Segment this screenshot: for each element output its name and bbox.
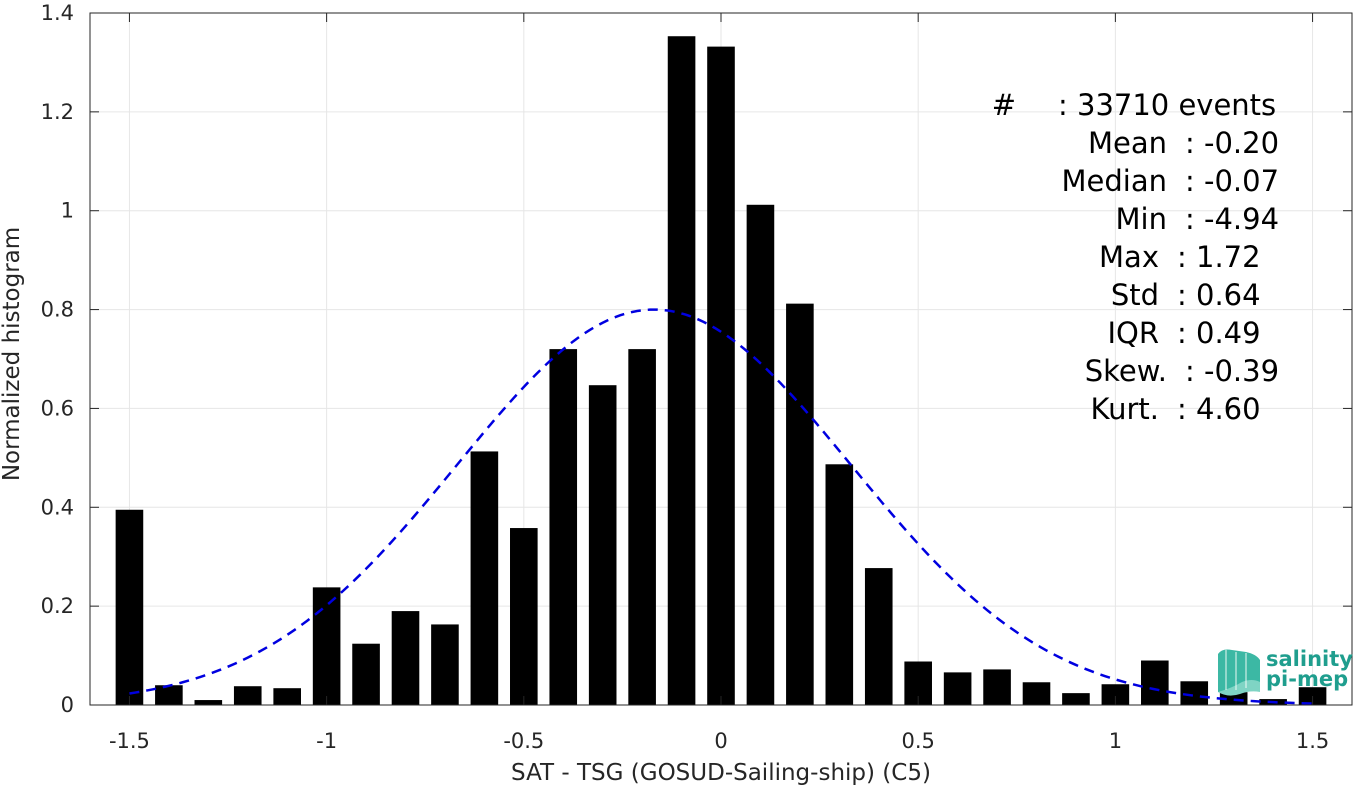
histogram-bar xyxy=(115,509,144,705)
x-tick-label: -1.5 xyxy=(109,729,150,753)
logo-icon xyxy=(1218,649,1260,696)
histogram-bar xyxy=(549,349,578,705)
stat-value: : 33710 events xyxy=(1058,88,1276,122)
stat-value: : -4.94 xyxy=(1185,202,1279,236)
stat-value: : 0.49 xyxy=(1177,316,1261,350)
stat-row: Skew. : -0.39 xyxy=(1085,354,1279,388)
histogram-bar xyxy=(628,349,656,705)
stat-value: : 4.60 xyxy=(1177,392,1261,426)
histogram-bar xyxy=(1022,682,1051,705)
histogram-bar xyxy=(391,611,420,705)
histogram-bar xyxy=(510,528,538,705)
stat-row: Kurt. : 4.60 xyxy=(1091,392,1261,426)
bars xyxy=(115,36,1327,706)
stat-label: Mean xyxy=(1088,126,1167,160)
x-tick-label: 0.5 xyxy=(901,729,934,753)
histogram-bar xyxy=(786,303,814,705)
logo-line1: salinity xyxy=(1266,647,1353,671)
stat-value: : -0.07 xyxy=(1185,164,1279,198)
x-axis-label: SAT - TSG (GOSUD-Sailing-ship) (C5) xyxy=(511,760,931,786)
histogram-bar xyxy=(1062,693,1090,705)
stat-row: IQR : 0.49 xyxy=(1107,316,1260,350)
histogram-bar xyxy=(667,36,696,705)
stat-row: Max : 1.72 xyxy=(1099,240,1261,274)
histogram-bar xyxy=(155,685,183,705)
stat-row: Mean : -0.20 xyxy=(1088,126,1279,160)
gaussian-fit-curve xyxy=(129,308,1313,705)
x-tick-label: -1 xyxy=(316,729,337,753)
histogram-bar xyxy=(864,568,893,705)
stat-value: : -0.20 xyxy=(1185,126,1279,160)
stat-row: # : 33710 events xyxy=(992,88,1276,122)
y-tick-label: 0.6 xyxy=(41,396,74,420)
y-tick-label: 1.2 xyxy=(41,100,74,124)
stat-label: Min xyxy=(1116,202,1167,236)
logo-line2: pi-mep xyxy=(1266,667,1348,691)
histogram-bar xyxy=(707,46,735,705)
histogram-bar xyxy=(233,686,262,705)
histogram-bar xyxy=(825,464,854,705)
x-tick-label: 0 xyxy=(714,729,727,753)
x-tick-label: -0.5 xyxy=(503,729,544,753)
histogram-bar xyxy=(943,672,972,705)
histogram-bar xyxy=(983,669,1011,705)
x-tick-label: 1 xyxy=(1109,729,1122,753)
histogram-bar xyxy=(1180,681,1209,705)
histogram-bar xyxy=(588,385,617,705)
histogram-bar xyxy=(1101,684,1130,705)
histogram-bar xyxy=(1219,692,1248,705)
histogram-bar xyxy=(431,624,459,705)
histogram-bar xyxy=(194,700,223,705)
salinity-pi-mep-logo: salinity pi-mep xyxy=(1218,647,1353,696)
histogram-bar xyxy=(312,587,341,705)
stat-value: : 1.72 xyxy=(1177,240,1261,274)
stat-label: Max xyxy=(1099,240,1159,274)
x-tick-label: 1.5 xyxy=(1296,729,1329,753)
y-tick-label: 0.8 xyxy=(41,298,74,322)
stat-label: Median xyxy=(1062,164,1167,198)
stat-value: : 0.64 xyxy=(1177,278,1261,312)
y-tick-label: 1 xyxy=(61,199,74,223)
stat-row: Std : 0.64 xyxy=(1111,278,1261,312)
histogram-bar xyxy=(470,451,499,705)
stat-label: Kurt. xyxy=(1091,392,1159,426)
stat-value: : -0.39 xyxy=(1185,354,1279,388)
histogram-bar xyxy=(1141,660,1169,705)
stat-label: IQR xyxy=(1107,316,1159,350)
y-tick-label: 1.4 xyxy=(41,1,74,25)
stat-row: Median : -0.07 xyxy=(1062,164,1280,198)
y-tick-label: 0.4 xyxy=(41,495,74,519)
histogram-bar xyxy=(273,688,301,705)
histogram-bar xyxy=(746,204,775,706)
histogram-bar xyxy=(352,643,380,705)
x-axis-ticks: -1.5 -1 -0.5 0 0.5 1 1.5 xyxy=(109,13,1329,753)
y-axis-label: Normalized histogram xyxy=(0,227,25,481)
y-tick-label: 0.2 xyxy=(41,594,74,618)
stat-label: # xyxy=(992,88,1016,122)
stat-label: Std xyxy=(1111,278,1159,312)
y-axis-ticks: 0 0.2 0.4 0.6 0.8 1 1.2 1.4 xyxy=(41,1,1352,717)
stat-row: Min : -4.94 xyxy=(1116,202,1280,236)
stat-label: Skew. xyxy=(1085,354,1167,388)
y-tick-label: 0 xyxy=(61,693,74,717)
